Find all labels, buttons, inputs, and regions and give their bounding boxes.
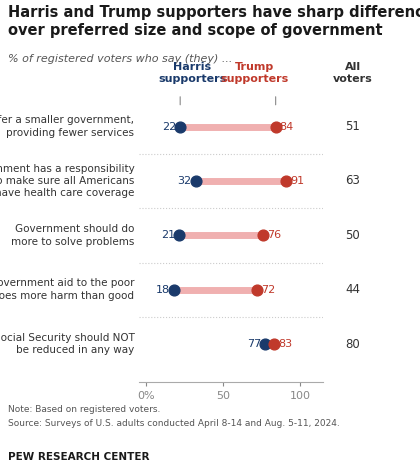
Text: 63: 63 [345,174,360,187]
Point [260,232,267,239]
Text: PEW RESEARCH CENTER: PEW RESEARCH CENTER [8,452,150,462]
Point [171,286,177,294]
Text: Social Security should NOT
be reduced in any way: Social Security should NOT be reduced in… [0,333,134,355]
Point [272,123,279,130]
Point [262,340,268,348]
Point [254,286,260,294]
Point [283,177,290,185]
Text: 77: 77 [247,339,261,349]
Text: 80: 80 [345,337,360,350]
Text: Government should do
more to solve problems: Government should do more to solve probl… [11,224,134,247]
Text: Trump
supporters: Trump supporters [220,62,288,84]
Text: Government has a responsibility
to make sure all Americans
have health care cove: Government has a responsibility to make … [0,164,134,199]
Text: 72: 72 [261,285,275,295]
Text: 51: 51 [345,120,360,133]
Point [192,177,199,185]
Text: 22: 22 [162,122,176,131]
Text: 44: 44 [345,283,360,296]
Point [175,232,182,239]
Text: Harris and Trump supporters have sharp differences
over preferred size and scope: Harris and Trump supporters have sharp d… [8,5,420,38]
Text: Prefer a smaller government,
providing fewer services: Prefer a smaller government, providing f… [0,116,134,138]
Point [177,123,184,130]
Text: All
voters: All voters [333,62,373,84]
Text: 50: 50 [345,229,360,242]
Text: % of registered voters who say (they) ...: % of registered voters who say (they) ..… [8,54,233,64]
Text: 76: 76 [267,230,281,240]
Point [271,340,278,348]
Text: 84: 84 [280,122,294,131]
Text: 83: 83 [278,339,292,349]
Text: Source: Surveys of U.S. adults conducted April 8-14 and Aug. 5-11, 2024.: Source: Surveys of U.S. adults conducted… [8,419,340,428]
Text: 91: 91 [290,176,304,186]
Text: Government aid to the poor
does more harm than good: Government aid to the poor does more har… [0,279,134,301]
Text: Harris
supporters: Harris supporters [158,62,227,84]
Text: 21: 21 [161,230,175,240]
Text: 18: 18 [156,285,170,295]
Text: Note: Based on registered voters.: Note: Based on registered voters. [8,405,161,414]
Text: 32: 32 [178,176,192,186]
